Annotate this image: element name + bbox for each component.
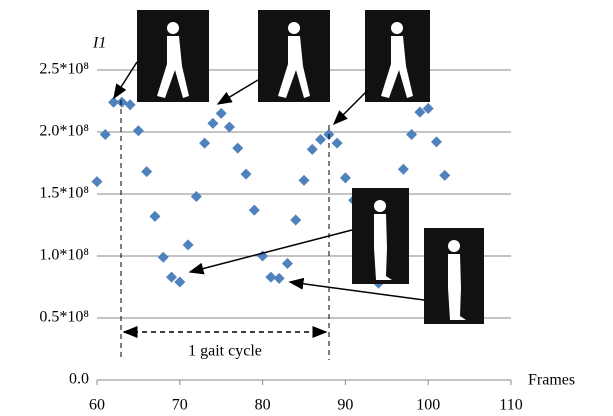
data-point (307, 144, 318, 155)
data-point (241, 169, 252, 180)
silhouettes (137, 10, 484, 324)
y-tick-label: 2.0*10⁸ (39, 123, 89, 140)
data-point (431, 136, 442, 147)
data-point (332, 138, 343, 149)
data-point (116, 97, 127, 108)
data-point (166, 272, 177, 283)
x-axis-label: Frames (528, 372, 575, 389)
data-point (199, 138, 210, 149)
x-tick-label: 110 (499, 397, 522, 414)
annotation: 1 gait cycle (188, 343, 262, 360)
x-tick-label: 60 (89, 397, 105, 414)
y-tick-label: 0.0 (69, 371, 89, 388)
data-point (125, 99, 136, 110)
data-point (158, 252, 169, 263)
data-point (315, 134, 326, 145)
data-point (232, 143, 243, 154)
data-point (149, 211, 160, 222)
data-point (340, 172, 351, 183)
y-axis-label: I1 (92, 35, 106, 52)
x-tick-label: 70 (172, 397, 188, 414)
data-point (290, 215, 301, 226)
data-point (224, 122, 235, 133)
data-point (141, 166, 152, 177)
data-point (133, 125, 144, 136)
data-point (183, 239, 194, 250)
y-tick-label: 0.5*10⁸ (39, 309, 89, 326)
data-point (216, 108, 227, 119)
data-point (191, 191, 202, 202)
data-point (406, 129, 417, 140)
y-tick-label: 1.5*10⁸ (39, 185, 89, 202)
chart: 0.0 0.5*10⁸ 1.0*10⁸ 1.5*10⁸ 2.0*10⁸ 2.5*10⁸ 60… (0, 0, 613, 416)
data-point (439, 170, 450, 181)
data-point (207, 118, 218, 129)
data-point (274, 273, 285, 284)
data-point (92, 176, 103, 187)
data-point (282, 258, 293, 269)
gait-cycle-marker (121, 100, 329, 360)
data-point (398, 164, 409, 175)
x-tick-label: 80 (255, 397, 271, 414)
y-tick-label: 2.5*10⁸ (39, 61, 89, 78)
x-tick-label: 90 (337, 397, 353, 414)
data-point (174, 277, 185, 288)
y-tick-label: 1.0*10⁸ (39, 247, 89, 264)
x-tick-label: 100 (416, 397, 440, 414)
data-point (100, 129, 111, 140)
data-point (299, 175, 310, 186)
data-point (249, 205, 260, 216)
data-point (265, 272, 276, 283)
